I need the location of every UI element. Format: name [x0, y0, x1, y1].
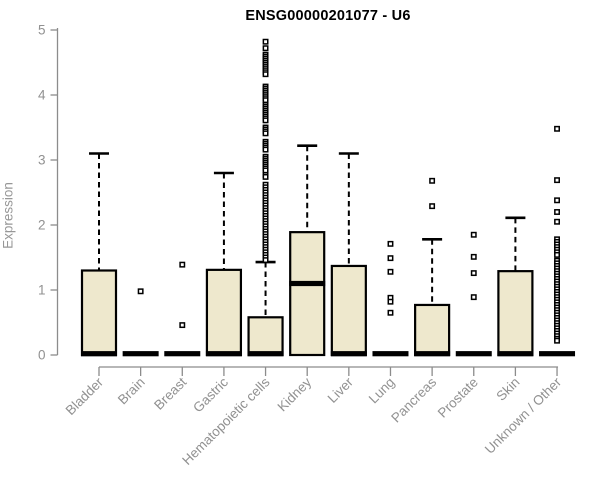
x-tick-label-unknown-other: Unknown / Other	[482, 374, 565, 457]
outlier-point	[554, 218, 560, 225]
outlier-point	[387, 309, 394, 316]
outlier-point	[387, 255, 394, 262]
outlier-point	[179, 261, 186, 268]
box-kidney	[289, 231, 326, 357]
median-kidney	[289, 280, 326, 287]
outlier-point	[262, 117, 269, 124]
x-tick-label-skin: Skin	[493, 375, 522, 404]
outlier-point	[262, 45, 269, 52]
outlier-point	[554, 177, 560, 184]
outlier-point	[262, 167, 269, 174]
outlier-point	[429, 203, 436, 210]
outlier-point	[554, 209, 560, 215]
box-skin	[497, 270, 534, 357]
outlier-point	[262, 173, 269, 180]
median-pancreas	[414, 351, 451, 357]
outlier-point	[470, 253, 477, 260]
y-tick-label: 5	[38, 23, 46, 38]
chart-title: ENSG00000201077 - U6	[245, 8, 411, 24]
outlier-point	[262, 257, 269, 264]
box-gastric	[205, 268, 243, 357]
outlier-point	[262, 71, 269, 78]
box-pancreas	[414, 303, 451, 357]
x-tick-label-bladder: Bladder	[63, 374, 107, 418]
x-tick-label-pancreas: Pancreas	[388, 374, 439, 425]
median-gastric	[205, 351, 242, 357]
outlier-point	[470, 231, 477, 238]
outlier-point	[554, 251, 560, 258]
median-breast	[164, 351, 201, 357]
outlier-point	[387, 240, 394, 247]
box-bladder	[80, 269, 118, 357]
x-tick-label-breast: Breast	[151, 374, 189, 412]
y-tick-label: 4	[38, 88, 46, 103]
outlier-point	[387, 298, 394, 305]
x-tick-label-lung: Lung	[366, 375, 398, 407]
outlier-point	[137, 288, 144, 295]
outlier-point	[262, 38, 269, 45]
x-tick-label-gastric: Gastric	[190, 374, 231, 415]
x-tick-label-prostate: Prostate	[435, 375, 481, 421]
y-tick-label: 1	[38, 283, 46, 298]
outlier-point	[262, 97, 269, 104]
outlier-point	[387, 268, 394, 275]
median-brain	[122, 351, 159, 357]
x-tick-label-brain: Brain	[115, 375, 148, 408]
median-unknown-other	[539, 351, 576, 357]
outlier-point	[554, 337, 560, 344]
box-hematopoietic-cells	[247, 316, 284, 357]
median-bladder	[81, 351, 117, 357]
outlier-point	[262, 130, 269, 137]
outlier-point	[470, 294, 477, 301]
y-tick-label: 0	[38, 348, 46, 363]
outlier-point	[470, 270, 477, 277]
median-lung	[372, 351, 409, 357]
x-tick-label-kidney: Kidney	[275, 374, 315, 414]
outlier-point	[554, 125, 560, 132]
y-tick-label: 2	[38, 218, 46, 233]
outlier-point	[262, 146, 269, 153]
median-liver	[330, 351, 367, 357]
outlier-point	[554, 197, 560, 204]
x-tick-label-liver: Liver	[325, 374, 357, 406]
outlier-point	[179, 322, 186, 329]
median-skin	[497, 351, 534, 357]
box-liver	[330, 264, 367, 357]
y-tick-label: 3	[38, 153, 46, 168]
outlier-point	[429, 177, 436, 184]
median-hematopoietic-cells	[247, 351, 284, 357]
median-prostate	[455, 351, 492, 357]
